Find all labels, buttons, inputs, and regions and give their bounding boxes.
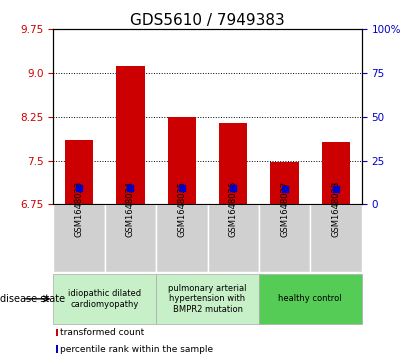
Bar [156, 274, 259, 324]
Text: disease state: disease state [0, 294, 65, 304]
Text: GSM1648026: GSM1648026 [229, 181, 238, 237]
Text: percentile rank within the sample: percentile rank within the sample [60, 344, 214, 354]
Title: GDS5610 / 7949383: GDS5610 / 7949383 [130, 13, 285, 28]
Bar [270, 162, 299, 204]
Text: GSM1648024: GSM1648024 [126, 181, 135, 237]
Bar [105, 204, 156, 272]
Bar [116, 66, 145, 204]
Text: transformed count: transformed count [60, 328, 145, 337]
Text: GSM1648023: GSM1648023 [75, 181, 83, 237]
Text: healthy control: healthy control [279, 294, 342, 303]
Point [76, 185, 82, 191]
Text: GSM1648025: GSM1648025 [178, 181, 186, 237]
Point [281, 186, 288, 192]
Bar [219, 123, 247, 204]
Text: idiopathic dilated
cardiomyopathy: idiopathic dilated cardiomyopathy [68, 289, 141, 309]
Bar [322, 142, 350, 204]
Bar [156, 204, 208, 272]
Bar [310, 204, 362, 272]
Point [333, 185, 339, 191]
Text: GSM1648027: GSM1648027 [280, 181, 289, 237]
Bar [56, 345, 58, 353]
Text: pulmonary arterial
hypertension with
BMPR2 mutation: pulmonary arterial hypertension with BMP… [169, 284, 247, 314]
Bar [259, 274, 362, 324]
Bar [56, 329, 58, 336]
Bar [259, 204, 310, 272]
Bar [53, 204, 105, 272]
Bar [168, 117, 196, 204]
Bar [65, 140, 93, 204]
Bar [208, 204, 259, 272]
Text: GSM1648028: GSM1648028 [332, 181, 340, 237]
Bar [53, 274, 156, 324]
Point [127, 185, 134, 191]
Point [178, 185, 185, 191]
Point [230, 185, 237, 191]
